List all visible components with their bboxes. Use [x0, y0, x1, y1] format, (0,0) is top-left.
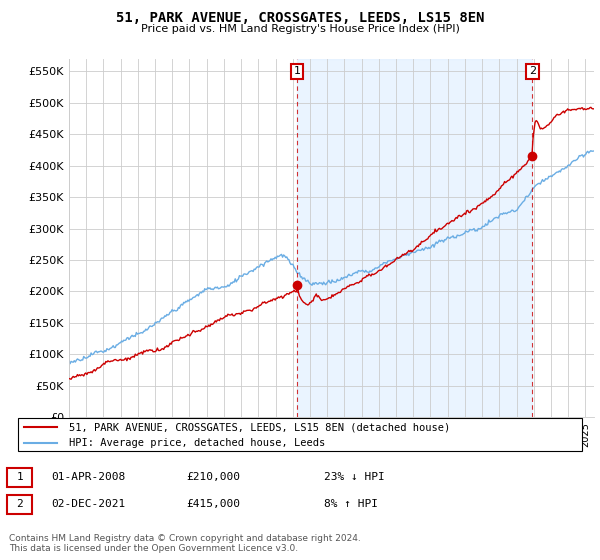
- Text: £210,000: £210,000: [186, 473, 240, 482]
- Text: 1: 1: [16, 473, 23, 482]
- Text: HPI: Average price, detached house, Leeds: HPI: Average price, detached house, Leed…: [69, 438, 325, 447]
- Text: 2: 2: [529, 66, 536, 76]
- Text: 23% ↓ HPI: 23% ↓ HPI: [324, 473, 385, 482]
- Text: 51, PARK AVENUE, CROSSGATES, LEEDS, LS15 8EN: 51, PARK AVENUE, CROSSGATES, LEEDS, LS15…: [116, 11, 484, 25]
- FancyBboxPatch shape: [18, 418, 582, 451]
- Text: 02-DEC-2021: 02-DEC-2021: [51, 500, 125, 509]
- Text: £415,000: £415,000: [186, 500, 240, 509]
- Text: Price paid vs. HM Land Registry's House Price Index (HPI): Price paid vs. HM Land Registry's House …: [140, 24, 460, 34]
- Text: Contains HM Land Registry data © Crown copyright and database right 2024.
This d: Contains HM Land Registry data © Crown c…: [9, 534, 361, 553]
- Text: 51, PARK AVENUE, CROSSGATES, LEEDS, LS15 8EN (detached house): 51, PARK AVENUE, CROSSGATES, LEEDS, LS15…: [69, 422, 450, 432]
- Bar: [297, 59, 532, 417]
- Text: 2: 2: [16, 500, 23, 509]
- Text: 01-APR-2008: 01-APR-2008: [51, 473, 125, 482]
- Text: 1: 1: [293, 66, 301, 76]
- Text: 8% ↑ HPI: 8% ↑ HPI: [324, 500, 378, 509]
